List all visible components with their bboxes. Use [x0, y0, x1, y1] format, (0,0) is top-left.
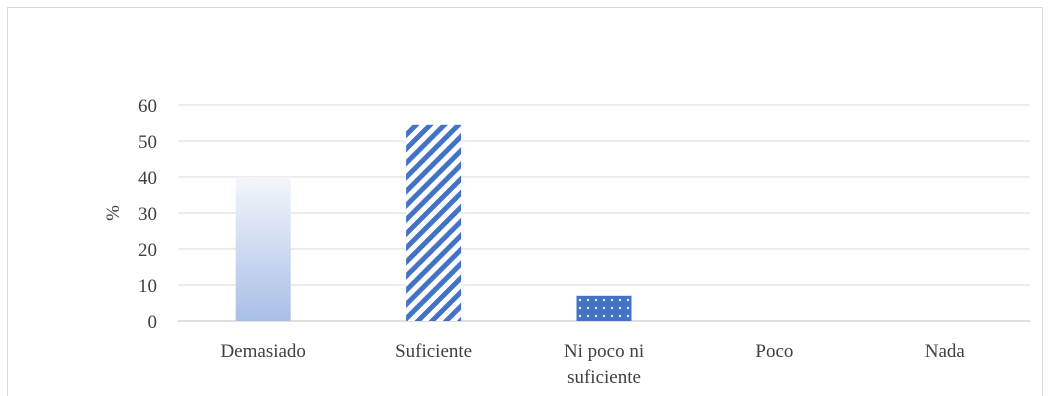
y-axis-ticks: 0 10 20 30 40 50 60 — [138, 96, 157, 333]
bar — [576, 295, 632, 321]
x-category-label: Ni poco ni suficiente — [564, 341, 644, 388]
x-category-label: Suficiente — [395, 341, 472, 362]
x-axis-categories: Demasiado Suficiente Ni poco ni suficiente P… — [220, 341, 965, 388]
chart-frame — [7, 7, 1043, 396]
y-axis-label: % — [103, 205, 124, 221]
gridlines — [178, 104, 1030, 322]
y-tick-label: 50 — [138, 132, 157, 153]
y-tick-label: 40 — [138, 168, 157, 189]
y-tick-label: 30 — [138, 204, 157, 225]
y-tick-label: 60 — [138, 96, 157, 117]
x-category-label: Nada — [925, 341, 966, 362]
bars — [235, 124, 632, 321]
y-tick-label: 10 — [138, 276, 157, 297]
y-tick-label: 0 — [148, 312, 158, 333]
x-category-label: Poco — [755, 341, 793, 362]
bar — [235, 177, 291, 321]
y-tick-label: 20 — [138, 240, 157, 261]
x-category-label: Demasiado — [220, 341, 305, 362]
bar — [406, 124, 462, 321]
